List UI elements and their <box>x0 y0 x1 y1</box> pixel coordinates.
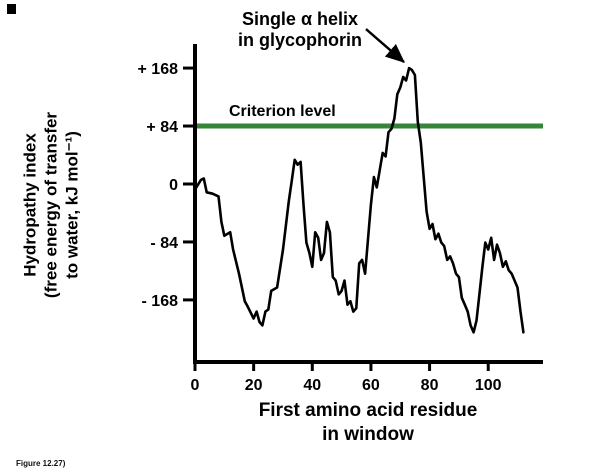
y-tick-label: - 168 <box>142 293 179 310</box>
y-tick-label: + 168 <box>138 61 179 78</box>
x-tick-label: 100 <box>475 377 502 394</box>
x-tick-label: 40 <box>303 377 321 394</box>
x-tick-label: 20 <box>245 377 263 394</box>
annotation-line1: Single α helix <box>241 9 359 29</box>
y-tick-label: 0 <box>169 177 178 194</box>
annotation-arrow <box>365 28 405 63</box>
hydropathy-curve <box>193 66 525 334</box>
criterion-level-label: Criterion level <box>229 103 336 120</box>
page-corner-mark <box>7 4 16 14</box>
figure-caption: Figure 12.27) <box>16 459 66 468</box>
annotation-alpha-helix: Single α helix in glycophorin <box>205 9 395 51</box>
x-axis-title-line1: First amino acid residue <box>258 400 478 421</box>
y-axis-title-line2: (free energy of transfer <box>41 111 61 299</box>
y-tick-label: - 84 <box>150 235 178 252</box>
y-tick-label: + 84 <box>146 119 178 136</box>
annotation-line2: in glycophorin <box>238 30 362 50</box>
x-axis-title: First amino acid residue in window <box>195 399 541 447</box>
x-axis-title-line2: in window <box>322 424 414 445</box>
y-axis-title: Hydropathy index (free energy of transfe… <box>20 112 83 298</box>
y-axis-title-line1: Hydropathy index <box>20 133 40 277</box>
x-tick-label: 60 <box>362 377 380 394</box>
x-tick-label: 80 <box>421 377 439 394</box>
x-tick-label: 0 <box>191 377 200 394</box>
y-axis-title-line3: to water, kJ mol⁻¹) <box>62 131 82 279</box>
